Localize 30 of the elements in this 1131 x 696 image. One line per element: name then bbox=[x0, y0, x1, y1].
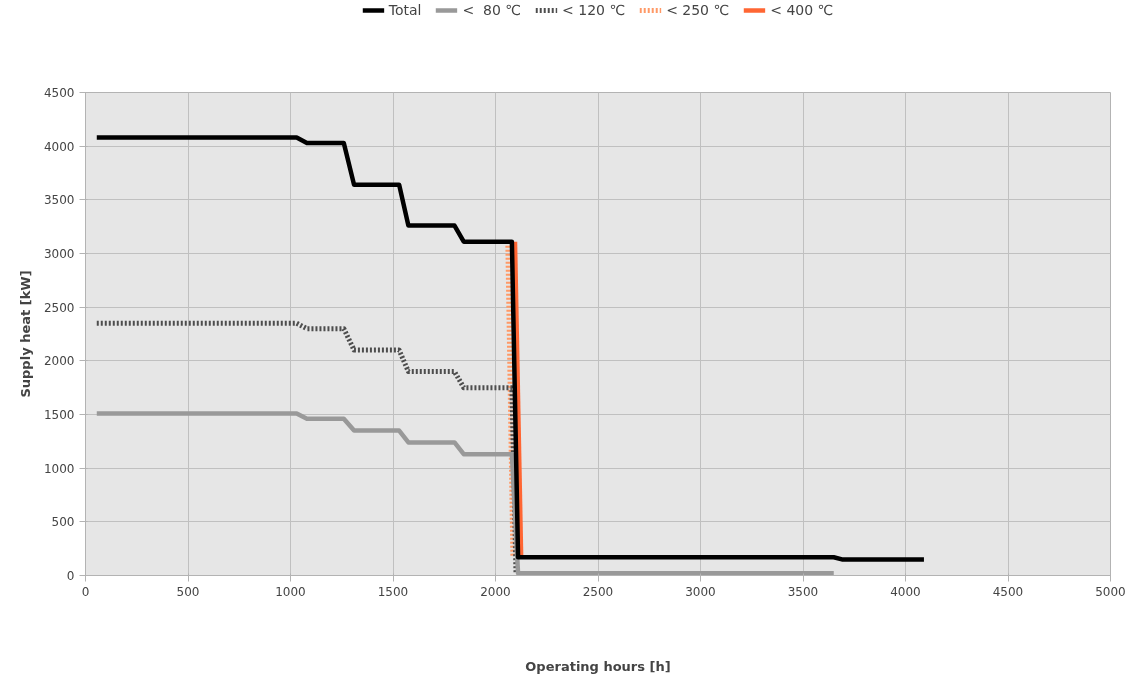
y-tick-label: 1000 bbox=[43, 461, 75, 476]
legend-label: Total bbox=[388, 2, 422, 18]
x-tick-label: 3000 bbox=[685, 584, 716, 599]
y-tick-label: 4500 bbox=[43, 86, 75, 100]
y-axis-title: Supply heat [kW] bbox=[17, 270, 33, 398]
x-tick-label: 1000 bbox=[275, 584, 306, 599]
y-tick-label: 2500 bbox=[43, 300, 75, 315]
x-tick-label: 5000 bbox=[1095, 584, 1126, 599]
line-series bbox=[94, 411, 836, 576]
x-tick-label: 0 bbox=[81, 584, 90, 599]
legend-label: < 120 ℃ bbox=[562, 2, 626, 18]
y-tick-label: 3000 bbox=[43, 247, 75, 261]
x-tick-label: 1500 bbox=[377, 584, 409, 599]
legend-label: < 80 ℃ bbox=[462, 2, 522, 18]
legend-label: < 400 ℃ bbox=[770, 2, 834, 18]
x-tick-label: 500 bbox=[176, 584, 200, 599]
x-tick-label: 2000 bbox=[480, 584, 511, 599]
y-tick-label: 4000 bbox=[43, 139, 75, 154]
x-tick-label: 2500 bbox=[582, 584, 614, 599]
y-tick-label: 2000 bbox=[43, 354, 75, 369]
line-series bbox=[94, 135, 927, 562]
legend-label: < 250 ℃ bbox=[666, 2, 730, 18]
x-tick-label: 4000 bbox=[890, 584, 921, 599]
y-tick-label: 500 bbox=[51, 515, 75, 530]
y-tick-label: 3500 bbox=[43, 193, 75, 208]
y-tick-label: 1500 bbox=[43, 408, 75, 422]
x-tick-label: 3500 bbox=[787, 584, 819, 599]
x-axis-title: Operating hours [h] bbox=[525, 658, 671, 674]
y-tick-label: 0 bbox=[66, 569, 75, 583]
x-tick-label: 4500 bbox=[992, 584, 1024, 599]
